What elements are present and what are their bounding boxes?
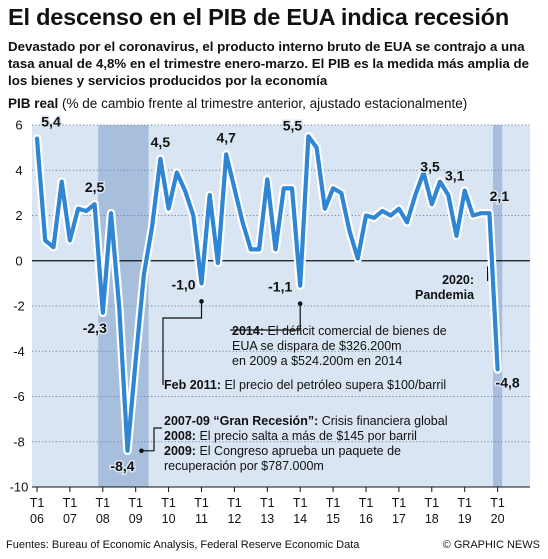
- annotation-pandemia: 2020: Pandemia: [415, 273, 475, 302]
- data-labels: 5,4 2,5 -2,3 -8,4 4,5 -1,0 4,7 -1,1 5,5 3,5 3,1 2,1…: [40, 112, 522, 475]
- leader-line: [141, 427, 162, 452]
- x-tick-label: 12: [227, 512, 241, 526]
- x-tick-label: 20: [491, 512, 505, 526]
- data-label: -1,0: [171, 276, 195, 292]
- x-tick-label: 06: [30, 512, 44, 526]
- x-tick-label: T1: [227, 496, 242, 510]
- x-tick-label: T1: [490, 496, 505, 510]
- y-tick-label: 0: [15, 253, 22, 268]
- data-label: 5,4: [41, 114, 61, 130]
- x-tick-label: 16: [359, 512, 373, 526]
- x-tick-label: T1: [260, 496, 275, 510]
- x-tick-label: 19: [458, 512, 472, 526]
- credit: © GRAPHIC NEWS: [442, 539, 540, 551]
- chart-title: PIB real: [8, 96, 59, 111]
- y-tick-label: -10: [10, 480, 29, 495]
- x-tick-label: T1: [293, 496, 308, 510]
- x-tick-label: 10: [162, 512, 176, 526]
- x-tick-label: T1: [457, 496, 472, 510]
- data-label: 4,5: [151, 134, 171, 150]
- annotation-leaders: [139, 266, 489, 454]
- leader-line: [230, 303, 301, 331]
- x-tick-label: T1: [194, 496, 209, 510]
- x-tick-label: 13: [260, 512, 274, 526]
- x-tick-label: T1: [161, 496, 176, 510]
- annotation-feb-2011: Feb 2011: El precio del petróleo supera …: [164, 378, 447, 392]
- x-tick-label: T1: [63, 496, 78, 510]
- data-label: 4,7: [216, 129, 236, 145]
- x-tick-label: T1: [359, 496, 374, 510]
- data-label: 5,5: [283, 117, 303, 133]
- intro-paragraph: Devastado por el coronavirus, el product…: [8, 39, 530, 88]
- leader-line: [162, 301, 203, 385]
- gdp-line: [34, 134, 500, 453]
- x-tick-label: 17: [392, 512, 406, 526]
- annotation-2014: 2014: El déficit comercial de bienes de …: [232, 324, 447, 368]
- annotation-gran-recesion: 2007-09 “Gran Recesión”: Crisis financie…: [164, 414, 448, 473]
- x-tick-label: T1: [96, 496, 111, 510]
- x-tick-label: T1: [425, 496, 440, 510]
- x-tick-label: T1: [30, 496, 45, 510]
- data-label: 3,5: [420, 159, 440, 175]
- data-label: 3,1: [445, 168, 465, 184]
- y-tick-label: 4: [15, 163, 22, 178]
- chart-subtitle: (% de cambio frente al trimestre anterio…: [62, 96, 468, 111]
- leader-dot: [139, 448, 144, 454]
- y-tick-label: -4: [13, 344, 25, 359]
- y-tick-label: -2: [13, 299, 25, 314]
- series-line: [32, 132, 502, 456]
- x-tick-label: T1: [128, 496, 143, 510]
- x-tick-label: 07: [63, 512, 77, 526]
- leader-dot: [297, 301, 303, 306]
- x-tick-label: T1: [392, 496, 407, 510]
- data-label: 2,1: [490, 188, 510, 204]
- data-label: -4,8: [496, 374, 520, 390]
- x-tick-label: T1: [326, 496, 341, 510]
- x-tick-label: 15: [326, 512, 340, 526]
- y-tick-labels: 6 4 2 0 -2 -4 -6 -8 -10: [10, 118, 29, 495]
- x-tick-label: 18: [425, 512, 439, 526]
- chart-axis-title: PIB real (% de cambio frente al trimestr…: [8, 96, 467, 111]
- x-tick-label: 11: [195, 512, 208, 526]
- data-label: -8,4: [110, 458, 134, 474]
- source-note: Fuentes: Bureau of Economic Analysis, Fe…: [6, 539, 360, 551]
- x-tick-label: 08: [96, 512, 110, 526]
- y-tick-label: -8: [13, 434, 25, 449]
- y-tick-label: 2: [15, 208, 22, 223]
- x-tick-label: 14: [293, 512, 307, 526]
- x-tick-labels: T1 06 T1 07 T1 08 T1 09 T1 10 T1 11 T1 12 T1 13 T1 14 T1 15…: [30, 486, 530, 526]
- data-label: 2,5: [85, 179, 105, 195]
- y-tick-label: -6: [13, 389, 25, 404]
- page-title: El descenso en el PIB de EUA indica rece…: [8, 4, 509, 30]
- data-label: -1,1: [268, 279, 292, 295]
- data-label: -2,3: [83, 320, 107, 336]
- x-tick-label: 09: [129, 512, 143, 526]
- y-tick-label: 6: [15, 118, 22, 133]
- leader-dot: [199, 299, 204, 304]
